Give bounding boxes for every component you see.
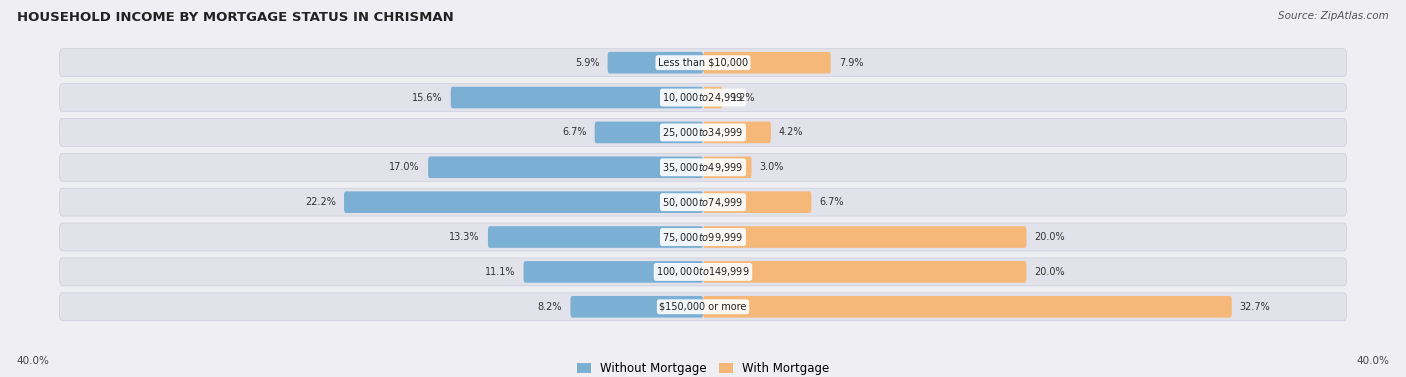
Text: Less than $10,000: Less than $10,000 [658,58,748,68]
FancyBboxPatch shape [59,153,1347,181]
Text: 40.0%: 40.0% [1357,356,1389,366]
FancyBboxPatch shape [451,87,703,108]
FancyBboxPatch shape [595,122,703,143]
Text: $100,000 to $149,999: $100,000 to $149,999 [657,265,749,278]
Text: 13.3%: 13.3% [450,232,479,242]
Text: 11.1%: 11.1% [485,267,516,277]
FancyBboxPatch shape [703,122,770,143]
FancyBboxPatch shape [59,84,1347,112]
Text: $150,000 or more: $150,000 or more [659,302,747,312]
FancyBboxPatch shape [59,188,1347,216]
FancyBboxPatch shape [59,293,1347,321]
FancyBboxPatch shape [703,261,1026,283]
FancyBboxPatch shape [59,49,1347,77]
Text: 8.2%: 8.2% [538,302,562,312]
Text: $50,000 to $74,999: $50,000 to $74,999 [662,196,744,208]
Text: $35,000 to $49,999: $35,000 to $49,999 [662,161,744,174]
Legend: Without Mortgage, With Mortgage: Without Mortgage, With Mortgage [572,357,834,377]
Text: $10,000 to $24,999: $10,000 to $24,999 [662,91,744,104]
FancyBboxPatch shape [703,192,811,213]
FancyBboxPatch shape [59,118,1347,146]
Text: 20.0%: 20.0% [1035,232,1066,242]
Text: 3.0%: 3.0% [759,162,785,172]
Text: 4.2%: 4.2% [779,127,803,138]
Text: $25,000 to $34,999: $25,000 to $34,999 [662,126,744,139]
Text: 22.2%: 22.2% [305,197,336,207]
Text: 1.2%: 1.2% [731,92,755,103]
Text: 15.6%: 15.6% [412,92,443,103]
FancyBboxPatch shape [703,87,723,108]
FancyBboxPatch shape [59,258,1347,286]
FancyBboxPatch shape [429,156,703,178]
Text: HOUSEHOLD INCOME BY MORTGAGE STATUS IN CHRISMAN: HOUSEHOLD INCOME BY MORTGAGE STATUS IN C… [17,11,454,24]
FancyBboxPatch shape [703,156,752,178]
Text: 5.9%: 5.9% [575,58,599,68]
Text: $75,000 to $99,999: $75,000 to $99,999 [662,231,744,244]
FancyBboxPatch shape [607,52,703,74]
FancyBboxPatch shape [344,192,703,213]
Text: 6.7%: 6.7% [820,197,844,207]
FancyBboxPatch shape [523,261,703,283]
Text: 7.9%: 7.9% [839,58,863,68]
Text: Source: ZipAtlas.com: Source: ZipAtlas.com [1278,11,1389,21]
Text: 6.7%: 6.7% [562,127,586,138]
Text: 20.0%: 20.0% [1035,267,1066,277]
FancyBboxPatch shape [488,226,703,248]
FancyBboxPatch shape [703,52,831,74]
Text: 17.0%: 17.0% [389,162,420,172]
FancyBboxPatch shape [571,296,703,317]
FancyBboxPatch shape [703,226,1026,248]
Text: 40.0%: 40.0% [17,356,49,366]
FancyBboxPatch shape [59,223,1347,251]
FancyBboxPatch shape [703,296,1232,317]
Text: 32.7%: 32.7% [1240,302,1271,312]
